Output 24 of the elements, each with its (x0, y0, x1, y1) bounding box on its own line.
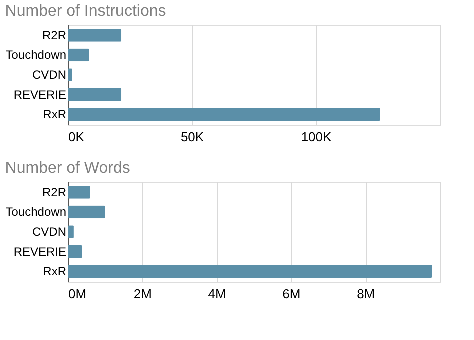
x-tick-label: 100K (301, 130, 332, 144)
y-tick-label: REVERIE (14, 244, 66, 259)
chart-title: Number of Instructions (5, 3, 166, 20)
y-tick-label: R2R (42, 28, 67, 42)
bar (68, 245, 82, 258)
x-tick-label: 0K (68, 130, 85, 144)
bar (68, 265, 432, 278)
y-tick-label: CVDN (32, 68, 66, 82)
y-tick-label: CVDN (32, 225, 66, 239)
bar (68, 206, 106, 219)
x-tick-label: 8M (357, 286, 376, 302)
bar (68, 186, 90, 199)
y-tick-label: REVERIE (14, 88, 66, 102)
x-tick-label: 2M (134, 286, 152, 302)
chart-title: Number of Words (5, 160, 130, 177)
x-tick-label: 6M (282, 286, 301, 302)
y-tick-label: RxR (43, 108, 67, 122)
x-tick-label: 50K (180, 130, 204, 144)
y-tick-label: Touchdown (6, 48, 66, 62)
x-tick-label: 0M (68, 286, 87, 302)
y-tick-label: R2R (42, 185, 67, 200)
y-tick-label: Touchdown (6, 205, 66, 220)
y-tick-label: RxR (43, 264, 67, 279)
x-tick-label: 4M (208, 286, 226, 302)
